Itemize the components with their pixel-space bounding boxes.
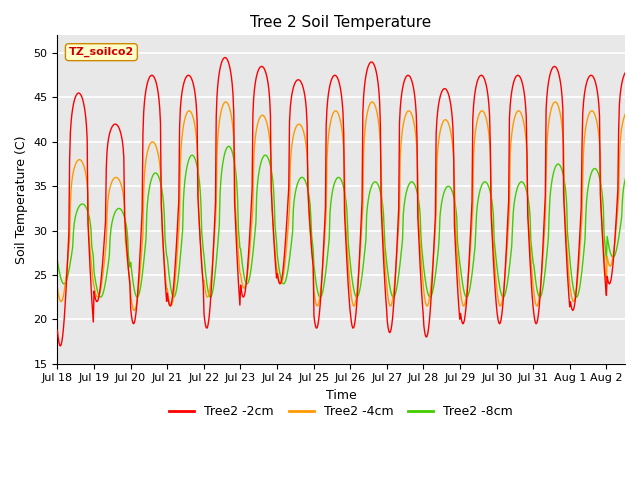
Tree2 -8cm [282, 277, 289, 283]
Tree2 -2cm [123, 247, 131, 252]
Tree2 -4cm [131, 308, 138, 313]
Tree2 -8cm [54, 258, 61, 264]
Tree2 -4cm [260, 113, 268, 119]
Tree2 -4cm [412, 130, 419, 136]
Legend: Tree2 -2cm, Tree2 -4cm, Tree2 -8cm: Tree2 -2cm, Tree2 -4cm, Tree2 -8cm [164, 400, 518, 423]
Tree2 -2cm [232, 216, 239, 222]
Tree2 -4cm [639, 248, 640, 254]
Tree2 -2cm [639, 268, 640, 274]
Tree2 -4cm [282, 253, 289, 259]
Tree2 -2cm [412, 112, 420, 118]
Tree2 -4cm [230, 152, 238, 158]
Tree2 -8cm [426, 294, 434, 300]
Tree2 -4cm [445, 120, 452, 126]
Tree2 -8cm [445, 183, 453, 189]
Line: Tree2 -8cm: Tree2 -8cm [58, 146, 640, 297]
Tree2 -8cm [639, 229, 640, 235]
Tree2 -8cm [230, 160, 238, 166]
Tree2 -8cm [260, 154, 268, 159]
Tree2 -2cm [445, 94, 453, 99]
Title: Tree 2 Soil Temperature: Tree 2 Soil Temperature [250, 15, 432, 30]
Line: Tree2 -2cm: Tree2 -2cm [58, 58, 640, 346]
Tree2 -4cm [122, 245, 130, 251]
Tree2 -8cm [122, 222, 130, 228]
Tree2 -2cm [54, 327, 61, 333]
Tree2 -8cm [225, 144, 232, 149]
Line: Tree2 -4cm: Tree2 -4cm [58, 102, 640, 311]
Tree2 -8cm [412, 184, 419, 190]
X-axis label: Time: Time [326, 389, 356, 402]
Tree2 -4cm [552, 99, 559, 105]
Y-axis label: Soil Temperature (C): Soil Temperature (C) [15, 135, 28, 264]
Tree2 -2cm [221, 55, 229, 60]
Tree2 -2cm [56, 343, 64, 349]
Tree2 -2cm [283, 223, 291, 229]
Tree2 -4cm [54, 285, 61, 291]
Text: TZ_soilco2: TZ_soilco2 [68, 47, 134, 57]
Tree2 -2cm [260, 66, 268, 72]
